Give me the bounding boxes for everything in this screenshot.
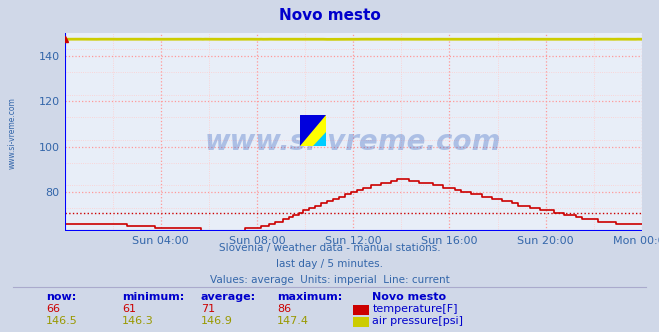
Text: maximum:: maximum: [277,292,342,302]
Text: last day / 5 minutes.: last day / 5 minutes. [276,259,383,269]
Polygon shape [300,115,326,146]
Text: air pressure[psi]: air pressure[psi] [372,316,463,326]
Text: 66: 66 [46,304,60,314]
Text: www.si-vreme.com: www.si-vreme.com [8,97,17,169]
Text: 71: 71 [201,304,215,314]
Text: 146.5: 146.5 [46,316,78,326]
Text: 61: 61 [122,304,136,314]
Text: www.si-vreme.com: www.si-vreme.com [205,128,501,156]
Text: 146.9: 146.9 [201,316,233,326]
Text: Values: average  Units: imperial  Line: current: Values: average Units: imperial Line: cu… [210,275,449,285]
Text: average:: average: [201,292,256,302]
Text: 86: 86 [277,304,291,314]
Text: minimum:: minimum: [122,292,184,302]
Text: 146.3: 146.3 [122,316,154,326]
Polygon shape [313,132,326,146]
Text: 147.4: 147.4 [277,316,309,326]
Text: Novo mesto: Novo mesto [372,292,446,302]
Polygon shape [300,115,326,146]
Text: Novo mesto: Novo mesto [279,8,380,23]
Text: now:: now: [46,292,76,302]
Text: Slovenia / weather data - manual stations.: Slovenia / weather data - manual station… [219,243,440,253]
Text: temperature[F]: temperature[F] [372,304,458,314]
